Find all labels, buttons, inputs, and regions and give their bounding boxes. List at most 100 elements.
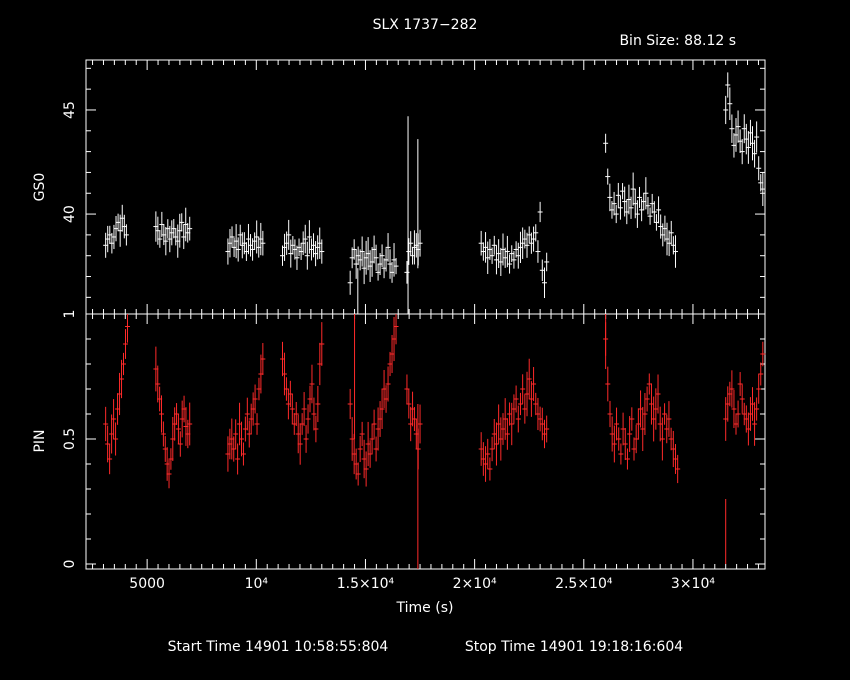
data-point — [500, 413, 506, 445]
data-point — [187, 216, 193, 241]
data-point — [235, 443, 241, 475]
gso-panel-frame — [85, 59, 766, 315]
data-point — [643, 177, 649, 210]
data-point — [113, 422, 119, 456]
data-point — [517, 231, 523, 264]
y-tick-label: 0.5 — [62, 428, 78, 450]
data-point — [160, 421, 166, 447]
data-point — [496, 239, 502, 269]
data-point — [617, 196, 623, 220]
data-segment — [225, 220, 266, 265]
data-point — [758, 362, 764, 386]
data-point — [754, 121, 760, 153]
data-point — [302, 224, 308, 254]
data-point — [620, 412, 626, 446]
data-point — [238, 421, 244, 457]
data-point — [504, 418, 510, 450]
data-point — [541, 419, 547, 449]
data-point — [655, 374, 661, 414]
data-point — [357, 435, 363, 463]
data-point — [293, 401, 299, 427]
data-point — [522, 394, 528, 424]
x-tick-label: 2.5×10⁴ — [555, 576, 613, 592]
gso-panel: 40 45 GS0 — [32, 59, 766, 315]
data-point — [507, 402, 513, 426]
data-point — [159, 211, 165, 238]
data-point — [731, 390, 737, 428]
data-point — [478, 432, 484, 466]
y-tick-label: 40 — [62, 205, 78, 223]
data-point — [739, 384, 745, 414]
data-point — [605, 168, 611, 185]
gso-axis-label: GS0 — [32, 173, 48, 202]
data-point — [489, 436, 495, 462]
data-point — [629, 407, 635, 431]
data-point — [166, 459, 172, 489]
data-point — [642, 393, 648, 435]
data-point — [179, 213, 185, 232]
data-point — [609, 416, 615, 452]
data-point — [281, 352, 287, 396]
data-point — [544, 252, 550, 272]
data-segment — [478, 201, 550, 299]
data-point — [611, 191, 617, 216]
data-point — [254, 413, 260, 435]
data-point — [729, 114, 735, 143]
data-point — [417, 229, 423, 257]
data-point — [286, 219, 292, 250]
data-point — [659, 417, 665, 461]
data-point — [121, 352, 127, 376]
x-tick-label: 5000 — [129, 576, 165, 592]
data-point — [756, 374, 762, 404]
data-point — [304, 241, 310, 270]
data-point — [760, 341, 766, 367]
data-point — [614, 407, 620, 441]
data-point — [254, 220, 260, 254]
stop-time-label: Stop Time 14901 19:18:16:604 — [465, 639, 683, 655]
data-point — [628, 196, 634, 219]
pin-axis-ticks: 00.51 — [62, 310, 765, 569]
data-point — [359, 421, 365, 447]
data-point — [648, 383, 654, 425]
data-point — [244, 397, 250, 431]
data-point — [379, 389, 385, 429]
data-point — [624, 448, 630, 470]
data-point — [294, 245, 300, 270]
data-point — [235, 237, 241, 262]
data-point — [233, 419, 239, 449]
data-point — [670, 430, 676, 468]
y-tick-label: 45 — [62, 101, 78, 119]
data-segment — [404, 229, 423, 284]
data-point — [500, 233, 506, 266]
data-point — [496, 404, 502, 444]
data-point — [526, 226, 532, 244]
data-point — [157, 230, 163, 248]
data-point — [533, 224, 539, 242]
pin-axis-label: PIN — [32, 429, 48, 452]
data-point — [404, 374, 410, 404]
data-point — [537, 406, 543, 432]
data-point — [544, 415, 550, 443]
data-point — [656, 196, 662, 224]
data-point — [627, 416, 633, 452]
data-point — [485, 241, 491, 275]
data-point — [347, 270, 353, 295]
x-tick-label: 3×10⁴ — [671, 576, 715, 592]
data-point — [735, 400, 741, 428]
bin-size-label: Bin Size: 88.12 s — [619, 33, 736, 49]
data-point — [297, 423, 303, 465]
data-point — [252, 384, 258, 414]
data-point — [498, 417, 504, 461]
data-point — [311, 397, 317, 431]
data-point — [231, 436, 237, 462]
data-point — [668, 220, 674, 245]
data-point — [511, 251, 517, 269]
data-point — [723, 95, 729, 125]
data-point — [675, 454, 681, 484]
data-segment — [103, 314, 130, 475]
data-point — [385, 233, 391, 262]
data-point — [528, 232, 534, 254]
data-point — [664, 414, 670, 444]
data-point — [515, 405, 521, 433]
data-segment — [404, 374, 423, 470]
